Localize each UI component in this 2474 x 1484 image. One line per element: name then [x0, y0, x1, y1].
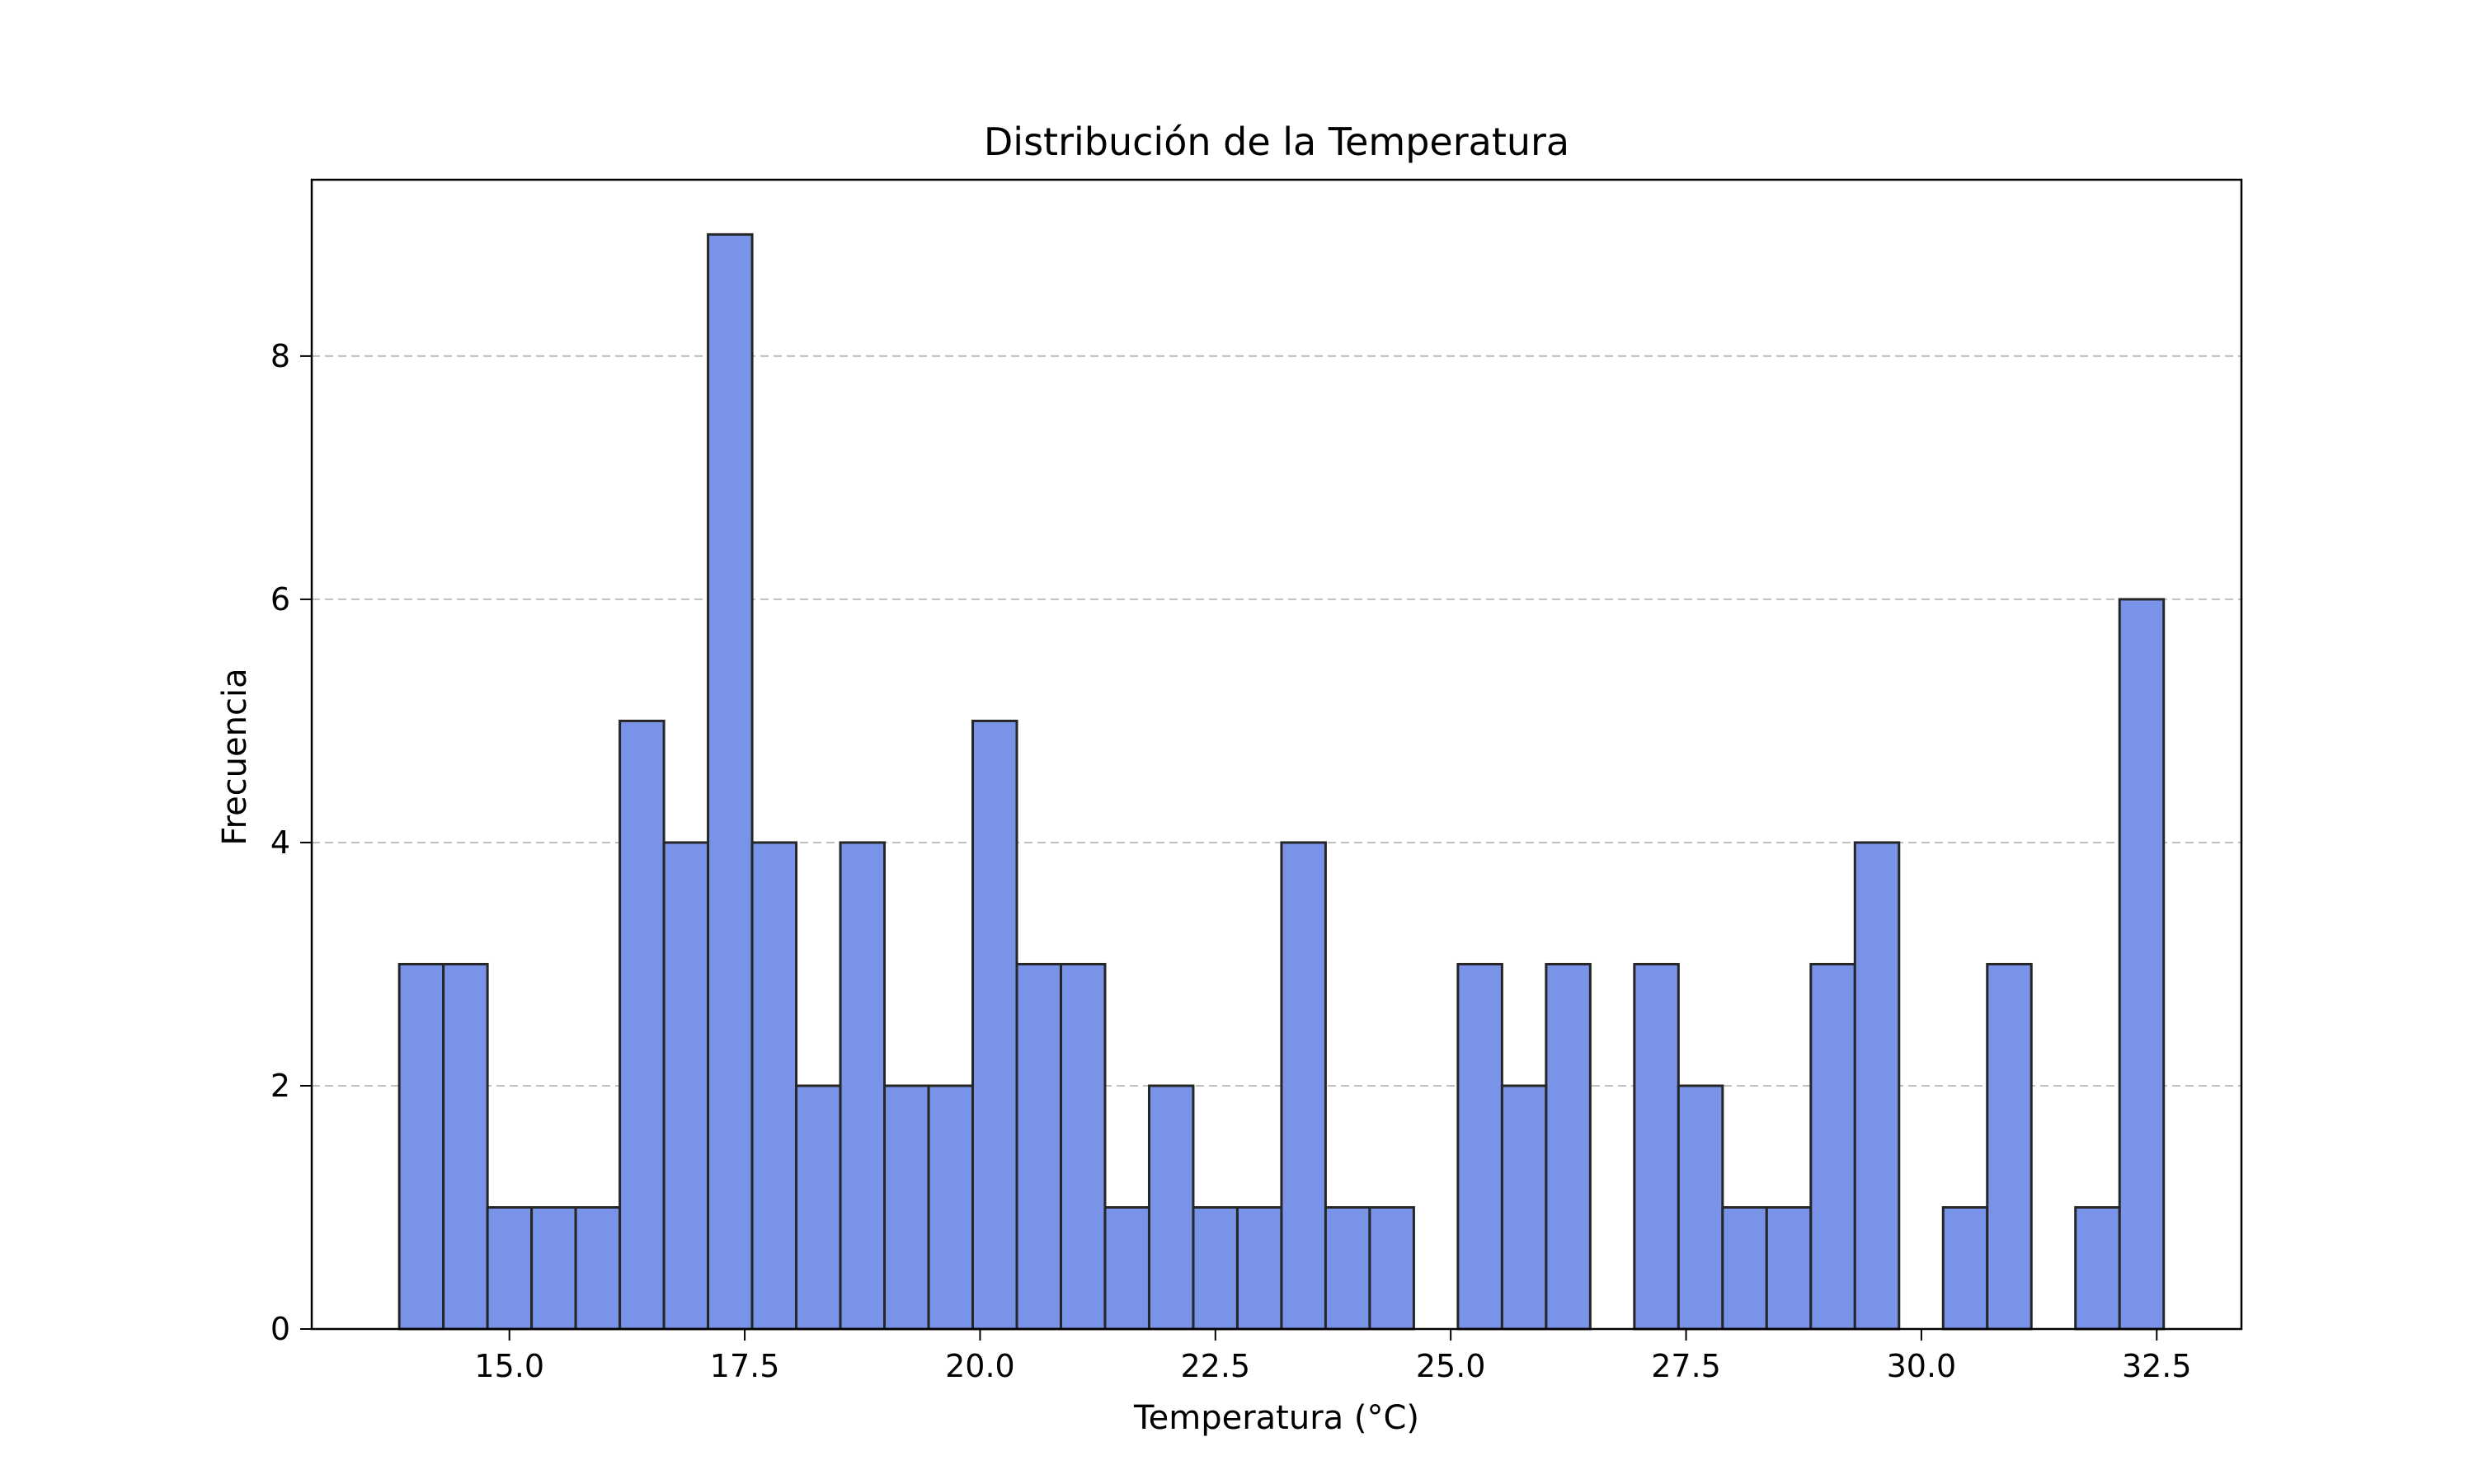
y-axis-label: Frecuencia — [216, 668, 254, 845]
histogram-bar — [1147, 1084, 1195, 1331]
histogram-bar — [1456, 962, 1503, 1331]
histogram-bar — [707, 232, 754, 1331]
histogram-bar — [1103, 1205, 1150, 1331]
histogram-bar — [1721, 1205, 1768, 1331]
histogram-bar — [2118, 598, 2166, 1331]
chart-title: Distribución de la Temperatura — [984, 120, 1569, 164]
x-axis-ticks: 15.0 17.5 20.0 22.5 25.0 27.5 30.0 32.5 — [474, 1329, 2192, 1384]
x-tick-label: 32.5 — [2122, 1348, 2192, 1384]
histogram-bar — [1545, 962, 1592, 1331]
x-tick-label: 15.0 — [474, 1348, 544, 1384]
histogram-bar — [662, 841, 710, 1331]
histogram-bar — [927, 1084, 975, 1331]
x-tick-label: 25.0 — [1416, 1348, 1486, 1384]
y-tick-label: 0 — [270, 1311, 290, 1347]
histogram-bar — [1941, 1205, 1989, 1331]
histogram-bar — [1235, 1205, 1283, 1331]
histogram-bar — [971, 719, 1018, 1331]
histogram-bar — [2074, 1205, 2121, 1331]
histogram-bar — [1500, 1084, 1548, 1331]
x-tick-label: 20.0 — [945, 1348, 1015, 1384]
histogram-bar — [883, 1084, 930, 1331]
x-tick-label: 27.5 — [1651, 1348, 1721, 1384]
histogram-bar — [750, 841, 798, 1331]
x-tick-label: 17.5 — [710, 1348, 780, 1384]
histogram-bar — [530, 1205, 577, 1331]
histogram-bar — [1015, 962, 1062, 1331]
y-tick-label: 2 — [270, 1068, 290, 1104]
histogram-bar — [397, 962, 445, 1331]
x-tick-label: 30.0 — [1887, 1348, 1957, 1384]
histogram-bar — [1986, 962, 2033, 1331]
histogram-bar — [1192, 1205, 1239, 1331]
histogram-bar — [1853, 841, 1901, 1331]
y-tick-label: 8 — [270, 338, 290, 374]
histogram-bar — [839, 841, 887, 1331]
histogram-bar — [574, 1205, 622, 1331]
histogram-bar — [1368, 1205, 1415, 1331]
x-axis-label: Temperatura (°C) — [1133, 1399, 1419, 1437]
y-tick-label: 6 — [270, 581, 290, 618]
histogram-bar — [1280, 841, 1327, 1331]
histogram-bar — [1324, 1205, 1371, 1331]
plot-area-frame — [310, 178, 2243, 1331]
histogram-bar — [1809, 962, 1856, 1331]
histogram-bar — [1765, 1205, 1813, 1331]
histogram-bars — [397, 232, 2166, 1331]
histogram-bar — [442, 962, 489, 1331]
histogram-bar — [486, 1205, 534, 1331]
y-tick-label: 4 — [270, 824, 290, 861]
histogram-bar — [1059, 962, 1107, 1331]
x-tick-label: 22.5 — [1181, 1348, 1251, 1384]
histogram-bar — [618, 719, 666, 1331]
histogram-bar — [1677, 1084, 1724, 1331]
y-axis-ticks: 0 2 4 6 8 — [270, 338, 312, 1347]
histogram-bar — [1633, 962, 1680, 1331]
histogram-bar — [795, 1084, 842, 1331]
